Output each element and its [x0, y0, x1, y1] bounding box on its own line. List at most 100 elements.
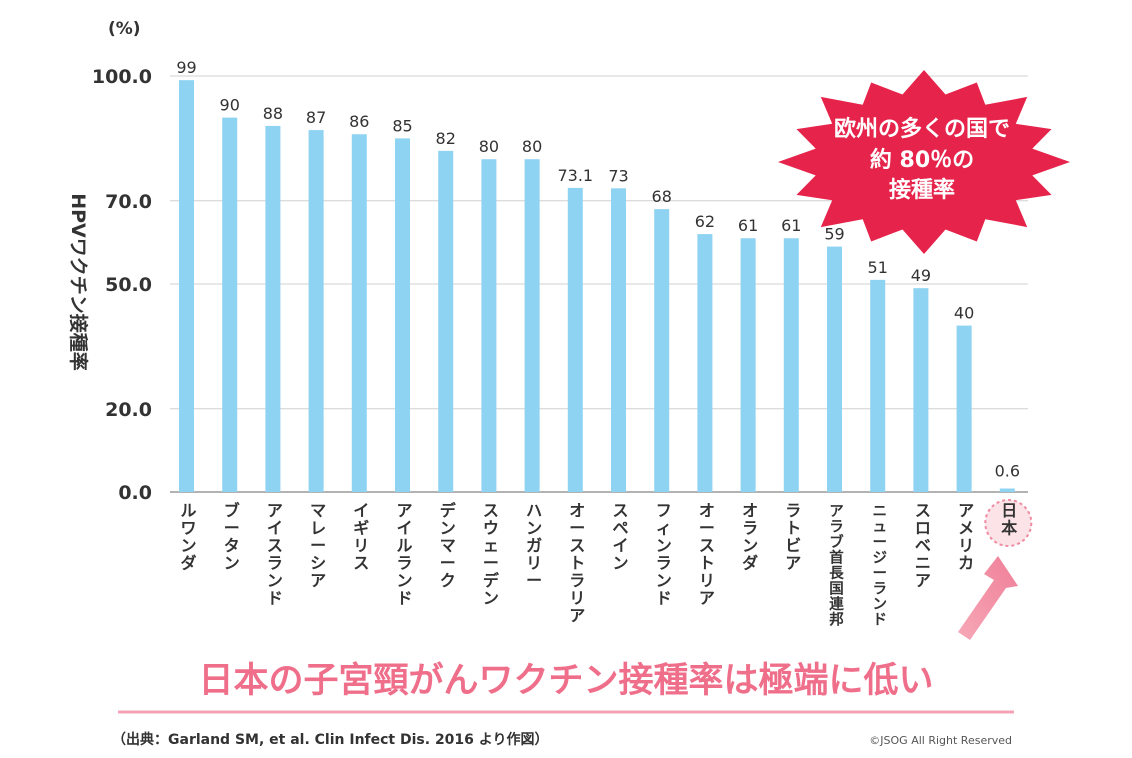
svg-text:ニュージーランド: ニュージーランド: [872, 504, 887, 629]
svg-text:日本: 日本: [1001, 501, 1017, 538]
category-label: ブータン: [224, 501, 240, 573]
value-label: 49: [911, 266, 931, 285]
svg-text:イギリス: イギリス: [353, 501, 369, 573]
category-label: ハンガリー: [526, 501, 542, 590]
value-label: 59: [824, 225, 844, 244]
category-label: スロベニア: [915, 501, 931, 590]
svg-text:スウェーデン: スウェーデン: [483, 501, 500, 608]
bars: 99 90 88 87 86 85 82 80 80 73.1 73 68 62 61 61 59 51 49 40…: [176, 58, 1020, 493]
category-label: アイルランド: [396, 501, 412, 608]
source-citation: （出典：Garland SM, et al. Clin Infect Dis. …: [112, 731, 549, 748]
bar: [481, 159, 497, 492]
bar: [654, 209, 670, 492]
category-label: デンマーク: [440, 501, 457, 590]
value-label: 68: [652, 187, 672, 206]
value-label: 88: [263, 104, 283, 123]
bar: [222, 117, 238, 492]
svg-text:ハンガリー: ハンガリー: [526, 501, 542, 590]
value-label: 86: [349, 112, 369, 131]
svg-text:アイスランド: アイスランド: [267, 501, 283, 608]
y-tick-label: 70.0: [105, 191, 152, 213]
bar: [611, 188, 626, 492]
callout-line-3: 接種率: [889, 177, 955, 203]
value-label: 99: [176, 58, 196, 77]
category-label: ラトビア: [785, 501, 801, 573]
category-label: イギリス: [353, 501, 369, 573]
value-label: 61: [781, 216, 801, 235]
svg-text:フィンランド: フィンランド: [656, 501, 672, 608]
bar: [740, 238, 756, 492]
svg-text:オランダ: オランダ: [742, 501, 758, 573]
bar: [999, 488, 1015, 492]
category-label: オーストラリア: [569, 501, 585, 625]
headline: 日本の子宮頸がんワクチン接種率は極端に低い: [198, 661, 933, 701]
svg-text:ブータン: ブータン: [224, 501, 240, 573]
bar: [438, 150, 454, 492]
svg-text:アラブ首長国連邦: アラブ首長国連邦: [829, 504, 844, 629]
y-axis-ticks: 0.0 20.0 50.0 70.0 100.0: [92, 66, 152, 504]
category-label: アイスランド: [267, 501, 283, 608]
value-label: 73: [608, 166, 628, 185]
y-tick-label: 100.0: [92, 66, 152, 88]
bar: [956, 325, 972, 492]
value-label: 73.1: [557, 166, 593, 185]
svg-text:ルワンダ: ルワンダ: [180, 501, 196, 573]
callout-line-2: 約 80％の: [870, 147, 974, 173]
category-label: ニュージーランド: [872, 504, 887, 629]
category-label: フィンランド: [656, 501, 672, 608]
svg-text:スペイン: スペイン: [612, 501, 628, 573]
bar: [351, 134, 367, 493]
svg-text:マレーシア: マレーシア: [310, 501, 326, 590]
category-label: オーストリア: [699, 501, 715, 608]
callout-burst: 欧州の多くの国で 約 80％の 接種率: [778, 70, 1070, 254]
callout-line-1: 欧州の多くの国で: [834, 116, 1010, 142]
bar: [913, 288, 929, 492]
svg-text:デンマーク: デンマーク: [440, 501, 457, 590]
category-label: アメリカ: [958, 501, 974, 573]
highlight-category-label: 日本: [984, 499, 1033, 547]
copyright: ©JSOG All Right Reserved: [869, 734, 1012, 747]
value-label: 40: [954, 304, 974, 323]
category-label: アラブ首長国連邦: [829, 504, 844, 629]
bar: [265, 125, 281, 493]
value-label: 80: [479, 137, 499, 156]
value-label: 0.6: [995, 462, 1020, 481]
value-label: 51: [868, 258, 888, 277]
svg-text:アメリカ: アメリカ: [958, 501, 974, 573]
bar: [524, 159, 540, 492]
bar: [697, 234, 713, 492]
value-label: 62: [695, 212, 715, 231]
y-axis-title: HPVワクチン接種率: [67, 193, 90, 371]
value-label: 87: [306, 108, 326, 127]
category-labels: ルワンダ ブータン アイスランド マレーシア イギリス アイルランド デンマーク スウェーデン…: [180, 499, 1033, 629]
bar: [308, 130, 324, 492]
bar: [827, 246, 842, 492]
bar: [395, 138, 410, 492]
value-label: 61: [738, 216, 758, 235]
bar: [567, 187, 583, 493]
burst-shape: [778, 70, 1070, 254]
category-label: スペイン: [612, 501, 628, 573]
y-tick-label: 0.0: [118, 482, 152, 504]
svg-text:アイルランド: アイルランド: [396, 501, 412, 608]
value-label: 80: [522, 137, 542, 156]
bar: [870, 279, 886, 492]
y-tick-label: 50.0: [105, 274, 152, 296]
category-label: ルワンダ: [180, 501, 196, 573]
y-tick-label: 20.0: [105, 399, 152, 421]
highlight-circle: [984, 499, 1033, 547]
bar: [783, 238, 799, 492]
value-label: 85: [392, 116, 412, 135]
svg-text:オーストリア: オーストリア: [699, 501, 715, 608]
svg-text:スロベニア: スロベニア: [915, 501, 931, 590]
y-unit-label: (%): [108, 19, 141, 39]
arrow-icon: [958, 556, 1018, 640]
svg-text:ラトビア: ラトビア: [785, 501, 801, 573]
bar: [179, 80, 194, 492]
svg-text:オーストラリア: オーストラリア: [569, 501, 585, 625]
value-label: 82: [436, 129, 456, 148]
category-label: マレーシア: [310, 501, 326, 590]
value-label: 90: [220, 96, 240, 115]
category-label: オランダ: [742, 501, 758, 573]
